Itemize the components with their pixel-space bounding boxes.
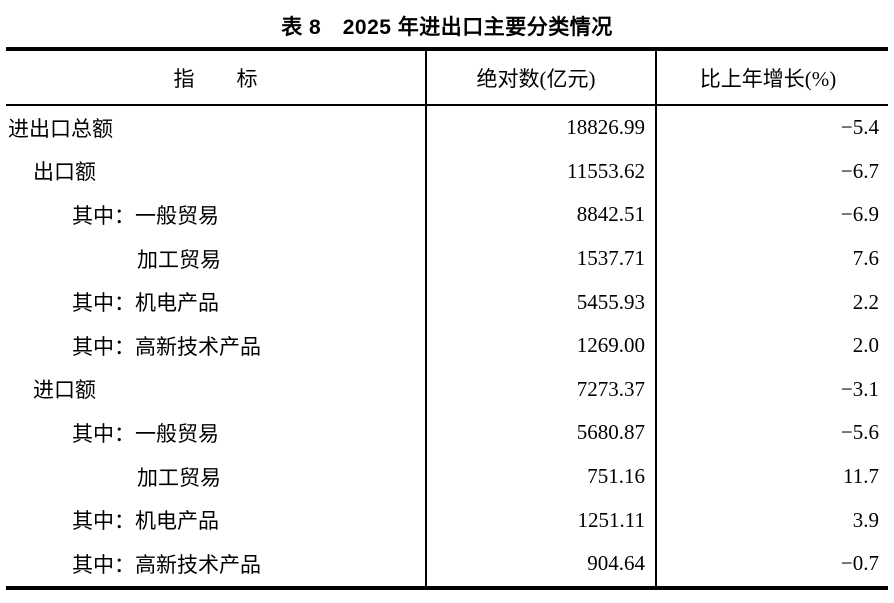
growth-value-cell: −0.7 — [655, 541, 888, 586]
table-row: 其中：机电产品 1251.11 3.9 — [6, 498, 888, 542]
absolute-value-cell: 7273.37 — [425, 367, 655, 412]
growth-value-cell: −6.7 — [655, 149, 888, 194]
indicator-cell: 其中：机电产品 — [72, 291, 219, 316]
absolute-value-cell: 5455.93 — [425, 280, 655, 324]
indicator-cell: 其中：高新技术产品 — [72, 334, 261, 359]
absolute-value-cell: 1537.71 — [425, 236, 655, 281]
header-cell-absolute: 绝对数(亿元) — [425, 51, 655, 104]
table-header-row: 指 标 绝对数(亿元) 比上年增长(%) — [6, 51, 888, 106]
table-row: 其中：高新技术产品 904.64 −0.7 — [6, 541, 888, 586]
table-row: 出口额 11553.62 −6.7 — [6, 149, 888, 194]
growth-value-cell: 11.7 — [655, 454, 888, 499]
absolute-value-cell: 904.64 — [425, 541, 655, 586]
growth-value-cell: 2.2 — [655, 280, 888, 324]
absolute-value-cell: 11553.62 — [425, 149, 655, 194]
table-row: 其中：一般贸易 5680.87 −5.6 — [6, 411, 888, 455]
growth-value-cell: 3.9 — [655, 498, 888, 542]
indicator-cell: 其中：机电产品 — [72, 509, 219, 534]
absolute-value-cell: 8842.51 — [425, 193, 655, 237]
indicator-cell: 加工贸易 — [137, 465, 221, 490]
header-cell-growth: 比上年增长(%) — [655, 51, 888, 104]
table-row: 其中：机电产品 5455.93 2.2 — [6, 280, 888, 324]
indicator-cell: 进口额 — [33, 378, 96, 403]
table-row: 加工贸易 1537.71 7.6 — [6, 236, 888, 281]
absolute-value-cell: 18826.99 — [425, 106, 655, 150]
indicator-cell: 进出口总额 — [8, 116, 113, 141]
table-row: 进出口总额 18826.99 −5.4 — [6, 106, 888, 150]
growth-value-cell: −5.6 — [655, 411, 888, 455]
table-row: 进口额 7273.37 −3.1 — [6, 367, 888, 412]
header-cell-indicator: 指 标 — [173, 66, 258, 91]
indicator-cell: 出口额 — [33, 160, 96, 185]
indicator-cell: 其中：高新技术产品 — [72, 552, 261, 577]
absolute-value-cell: 1269.00 — [425, 323, 655, 368]
indicator-cell: 加工贸易 — [137, 247, 221, 272]
absolute-value-cell: 1251.11 — [425, 498, 655, 542]
data-table: 指 标 绝对数(亿元) 比上年增长(%) 进出口总额 18826.99 −5.4… — [6, 47, 888, 590]
growth-value-cell: −5.4 — [655, 106, 888, 150]
title-zone: 表 8 2025 年进出口主要分类情况 — [0, 0, 894, 47]
table-row: 加工贸易 751.16 11.7 — [6, 454, 888, 499]
growth-value-cell: 2.0 — [655, 323, 888, 368]
growth-value-cell: −3.1 — [655, 367, 888, 412]
indicator-cell: 其中：一般贸易 — [72, 421, 219, 446]
growth-value-cell: −6.9 — [655, 193, 888, 237]
absolute-value-cell: 5680.87 — [425, 411, 655, 455]
indicator-cell: 其中：一般贸易 — [72, 203, 219, 228]
table-row: 其中：一般贸易 8842.51 −6.9 — [6, 193, 888, 237]
absolute-value-cell: 751.16 — [425, 454, 655, 499]
page-title: 表 8 2025 年进出口主要分类情况 — [281, 15, 613, 39]
growth-value-cell: 7.6 — [655, 236, 888, 281]
table-row: 其中：高新技术产品 1269.00 2.0 — [6, 323, 888, 368]
